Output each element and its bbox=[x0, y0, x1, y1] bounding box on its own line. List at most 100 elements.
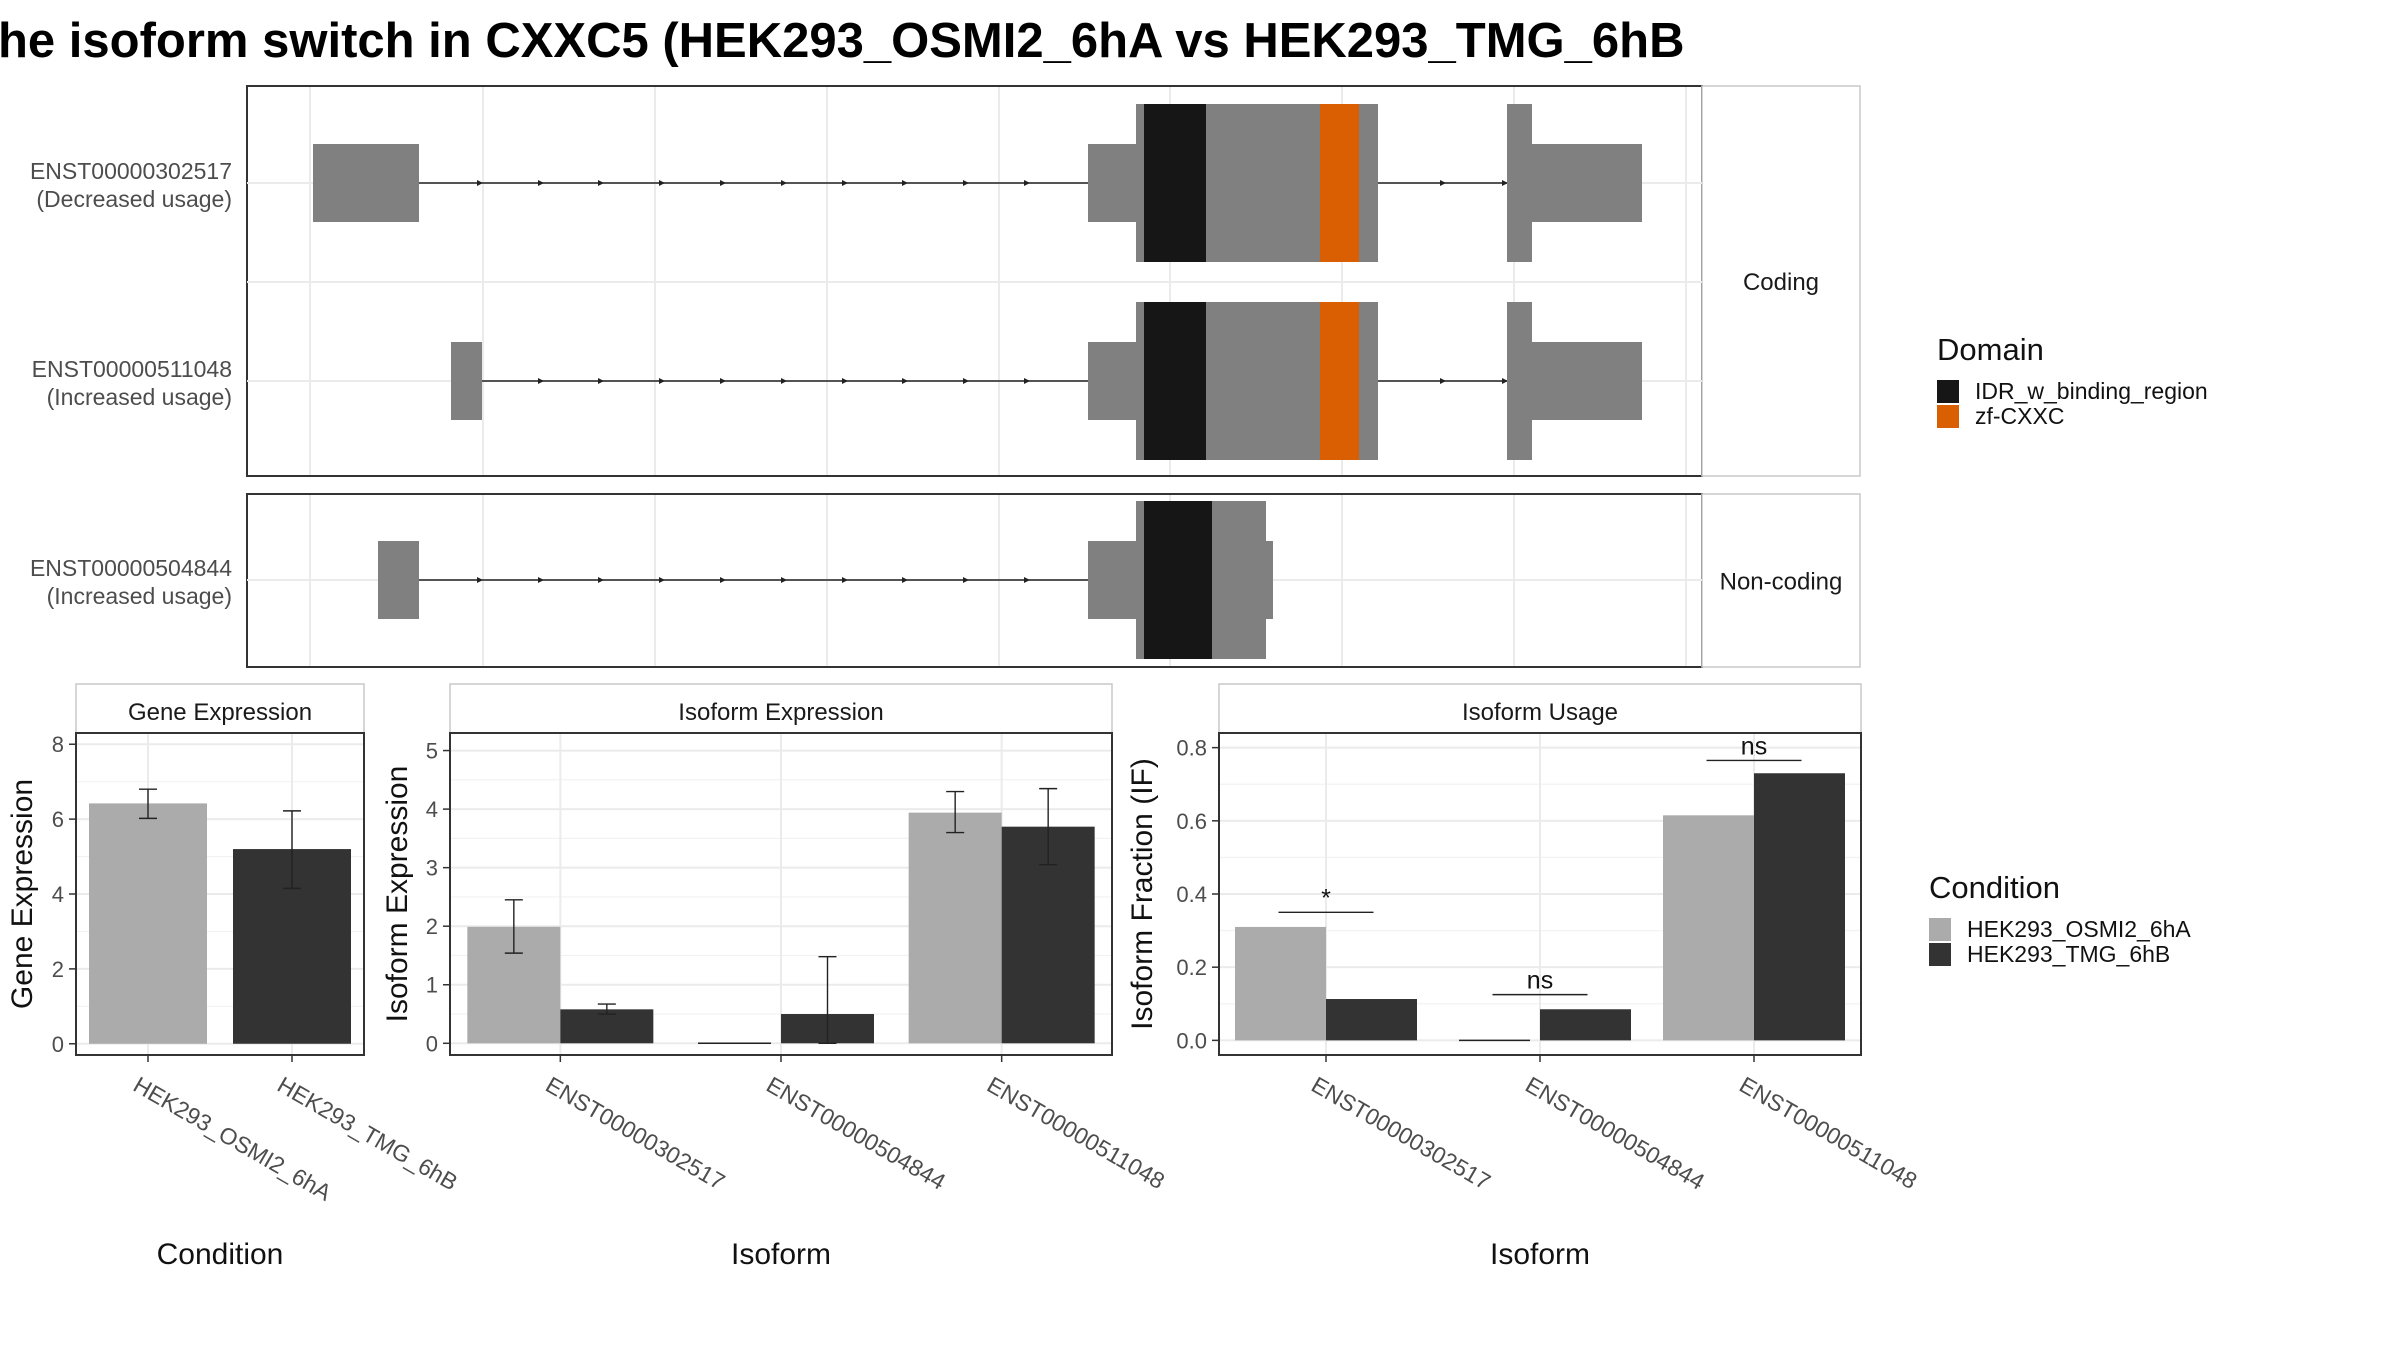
intron-direction-arrow bbox=[1440, 180, 1446, 186]
chart-panel-2: Isoform Usage * ns ns 0.0 0.2 0.4 0.6 0.8 ENST000… bbox=[1126, 683, 1922, 1271]
intron-direction-arrow bbox=[781, 577, 787, 583]
utr-exon bbox=[1530, 342, 1642, 420]
chart-strip bbox=[1218, 683, 1862, 734]
intron-direction-arrow bbox=[781, 180, 787, 186]
strip-noncoding: Non-coding bbox=[1720, 569, 1843, 596]
condition-legend-title: Condition bbox=[1929, 870, 2060, 905]
y-tick-label: 6 bbox=[52, 807, 64, 832]
intron-direction-arrow bbox=[538, 378, 544, 384]
chart-title: Gene Expression bbox=[128, 699, 312, 726]
x-axis-title: Condition bbox=[157, 1238, 284, 1271]
chart-title: Isoform Expression bbox=[678, 699, 883, 726]
chart-panel-1: Isoform Expression 0 1 2 3 4 5 ENST00000302517 E… bbox=[381, 683, 1169, 1271]
y-tick-label: 2 bbox=[426, 914, 438, 939]
transcript-id-label: ENST00000504844 bbox=[30, 555, 232, 581]
coding-exon bbox=[1507, 104, 1532, 262]
transcript-usage-label: (Increased usage) bbox=[47, 583, 232, 609]
x-axis-title: Isoform bbox=[731, 1238, 831, 1271]
y-tick-label: 8 bbox=[52, 732, 64, 757]
domain-legend-label: zf-CXXC bbox=[1975, 403, 2064, 429]
transcript-id-label: ENST00000302517 bbox=[30, 158, 232, 184]
y-tick-label: 4 bbox=[426, 797, 438, 822]
chart-title: Isoform Usage bbox=[1462, 699, 1618, 726]
utr-exon bbox=[1088, 541, 1138, 619]
y-axis-title: Gene Expression bbox=[6, 779, 39, 1009]
bar-HEK293_OSMI2_6hA-ENST00000511048 bbox=[1663, 815, 1754, 1041]
intron-direction-arrow bbox=[538, 180, 544, 186]
expression-charts: Gene Expression02468HEK293_OSMI2_6hAHEK2… bbox=[6, 683, 1922, 1271]
intron-direction-arrow bbox=[598, 180, 604, 186]
utr-exon bbox=[378, 541, 419, 619]
intron-direction-arrow bbox=[902, 378, 908, 384]
intron-direction-arrow bbox=[842, 180, 848, 186]
intron-direction-arrow bbox=[963, 378, 969, 384]
y-tick-label: 0 bbox=[426, 1031, 438, 1056]
intron-direction-arrow bbox=[1024, 378, 1030, 384]
intron-direction-arrow bbox=[598, 378, 604, 384]
condition-legend-label: HEK293_TMG_6hB bbox=[1967, 941, 2170, 967]
intron-direction-arrow bbox=[963, 577, 969, 583]
utr-exon bbox=[1088, 144, 1138, 222]
y-tick-label: 0.4 bbox=[1176, 882, 1207, 907]
intron-direction-arrow bbox=[659, 378, 665, 384]
y-tick-label: 5 bbox=[426, 739, 438, 764]
bar-HEK293_TMG_6hB-ENST00000504844 bbox=[1540, 1009, 1631, 1041]
domain-idr-w-binding-region bbox=[1144, 302, 1206, 460]
intron-direction-arrow bbox=[1440, 378, 1446, 384]
domain-legend-swatch bbox=[1937, 405, 1959, 428]
utr-exon bbox=[451, 342, 482, 420]
domain-legend-label: IDR_w_binding_region bbox=[1975, 378, 2208, 404]
transcript-structure-panel: Coding Non-coding ENST00000302517(Decrease… bbox=[30, 85, 1861, 668]
condition-legend-swatch bbox=[1929, 918, 1951, 941]
x-tick-label: ENST00000511048 bbox=[1735, 1071, 1922, 1194]
intron-direction-arrow bbox=[963, 180, 969, 186]
intron-direction-arrow bbox=[720, 577, 726, 583]
significance-label: * bbox=[1321, 884, 1331, 912]
significance-label: ns bbox=[1741, 732, 1767, 760]
figure-title: he isoform switch in CXXC5 (HEK293_OSMI2… bbox=[0, 14, 1684, 68]
coding-exon bbox=[1507, 302, 1532, 460]
intron-direction-arrow bbox=[538, 577, 544, 583]
x-tick-label: ENST00000302517 bbox=[1307, 1071, 1495, 1195]
domain-zf-cxxc bbox=[1320, 302, 1359, 460]
chart-strip bbox=[449, 683, 1113, 734]
condition-legend-label: HEK293_OSMI2_6hA bbox=[1967, 916, 2191, 942]
intron-direction-arrow bbox=[1502, 180, 1508, 186]
bar-HEK293_OSMI2_6hA-ENST00000302517 bbox=[1235, 926, 1326, 1041]
intron-direction-arrow bbox=[842, 577, 848, 583]
intron-direction-arrow bbox=[477, 180, 483, 186]
domain-legend-swatch bbox=[1937, 380, 1959, 403]
condition-legend-swatch bbox=[1929, 943, 1951, 966]
y-tick-label: 0.6 bbox=[1176, 809, 1207, 834]
significance-label: ns bbox=[1527, 967, 1553, 995]
y-tick-label: 4 bbox=[52, 882, 64, 907]
x-axis-title: Isoform bbox=[1490, 1238, 1590, 1271]
y-tick-label: 0.2 bbox=[1176, 955, 1207, 980]
strip-coding: Coding bbox=[1743, 269, 1819, 296]
x-tick-label: ENST00000302517 bbox=[541, 1071, 729, 1195]
transcript-id-label: ENST00000511048 bbox=[32, 356, 232, 382]
intron-direction-arrow bbox=[1024, 577, 1030, 583]
domain-zf-cxxc bbox=[1320, 104, 1359, 262]
intron-direction-arrow bbox=[659, 180, 665, 186]
bar-HEK293_TMG_6hB-ENST00000302517 bbox=[1326, 999, 1417, 1041]
y-tick-label: 0 bbox=[52, 1032, 64, 1057]
strip-coding-box bbox=[1701, 85, 1861, 477]
y-tick-label: 0.8 bbox=[1176, 736, 1207, 761]
intron-direction-arrow bbox=[1024, 180, 1030, 186]
y-axis-title: Isoform Expression bbox=[381, 766, 414, 1023]
intron-direction-arrow bbox=[902, 577, 908, 583]
utr-exon bbox=[313, 144, 419, 222]
x-tick-label: ENST00000504844 bbox=[1521, 1071, 1709, 1195]
intron-direction-arrow bbox=[902, 180, 908, 186]
intron-direction-arrow bbox=[720, 378, 726, 384]
y-tick-label: 1 bbox=[426, 973, 438, 998]
utr-exon bbox=[1088, 342, 1138, 420]
y-axis-title: Isoform Fraction (IF) bbox=[1126, 758, 1159, 1030]
bar-HEK293_TMG_6hB-ENST00000302517 bbox=[560, 1009, 654, 1044]
intron-direction-arrow bbox=[598, 577, 604, 583]
bar-HEK293_OSMI2_6hA bbox=[89, 803, 207, 1044]
